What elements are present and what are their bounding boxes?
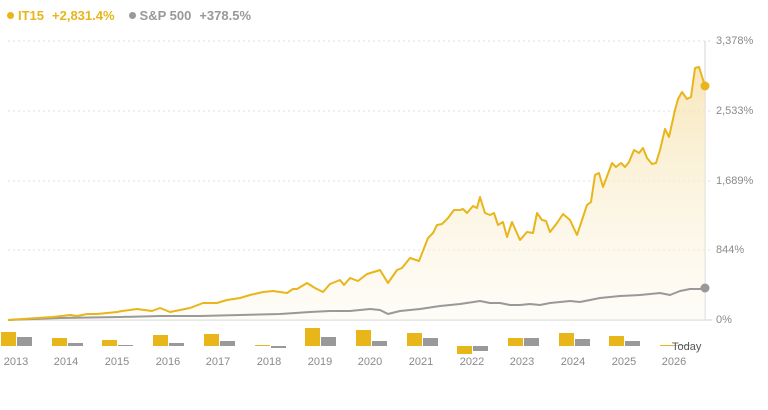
legend-item-sp500[interactable]: S&P 500 +378.5% [128, 8, 252, 23]
sp500-annual-bar[interactable] [524, 338, 539, 346]
it15-annual-bar[interactable] [1, 332, 16, 346]
it15-area [8, 67, 705, 320]
sp500-annual-bar[interactable] [321, 337, 337, 346]
sp500-annual-bar[interactable] [270, 346, 286, 348]
sp500-annual-bar[interactable] [371, 341, 387, 346]
sp500-annual-bar[interactable] [118, 345, 134, 346]
it15-annual-bar[interactable] [305, 328, 321, 346]
year-label: 2017 [205, 356, 231, 368]
it15-dot-icon [7, 12, 14, 19]
sp500-annual-bar[interactable] [625, 341, 641, 346]
it15-annual-bar[interactable] [203, 334, 219, 346]
year-label: 2015 [104, 356, 130, 368]
it15-annual-bar[interactable] [508, 338, 523, 346]
y-tick-label: 1,689% [716, 175, 754, 187]
year-label: 2023 [509, 356, 535, 368]
y-tick-label: 2,533% [716, 105, 754, 117]
year-label: 2013 [3, 356, 29, 368]
legend-name: S&P 500 [139, 8, 192, 23]
sp500-annual-bar[interactable] [422, 338, 438, 346]
sp500-annual-bar[interactable] [17, 337, 32, 346]
year-label: 2016 [155, 356, 181, 368]
it15-annual-bar[interactable] [254, 345, 270, 346]
y-tick-label: 3,378% [716, 35, 754, 47]
sp500-dot-icon [128, 12, 136, 19]
it15-annual-bar[interactable] [457, 346, 473, 354]
y-tick-label: 0% [716, 314, 732, 326]
year-label: 2019 [307, 356, 333, 368]
today-label: Today [672, 341, 702, 353]
it15-annual-bar[interactable] [355, 330, 371, 346]
year-label: 2014 [53, 356, 79, 368]
sp500-current-marker [700, 283, 710, 293]
it15-annual-bar[interactable] [153, 335, 169, 346]
legend-value: +378.5% [199, 8, 252, 23]
year-label: 2018 [256, 356, 282, 368]
legend-item-it15[interactable]: IT15 +2,831.4% [7, 8, 115, 23]
it15-line [7, 66, 706, 321]
it15-annual-bar[interactable] [406, 333, 422, 346]
legend-name: IT15 [18, 8, 45, 23]
y-tick-label: 844% [716, 244, 745, 256]
year-label: 2021 [408, 356, 434, 368]
it15-annual-bar[interactable] [51, 338, 67, 346]
year-label: 2024 [560, 356, 586, 368]
sp500-annual-bar[interactable] [676, 345, 692, 346]
sp500-annual-bar[interactable] [67, 343, 83, 346]
legend-value: +2,831.4% [52, 8, 115, 23]
sp500-line [7, 287, 706, 321]
it15-annual-bar[interactable] [660, 345, 676, 346]
sp500-annual-bar[interactable] [473, 346, 489, 351]
chart-legend: IT15 +2,831.4% S&P 500 +378.5% [7, 8, 265, 23]
sp500-annual-bar[interactable] [169, 343, 185, 346]
sp500-annual-bar[interactable] [219, 341, 235, 346]
it15-annual-bar[interactable] [609, 336, 625, 346]
it15-current-marker [700, 81, 710, 91]
year-label: 2020 [357, 356, 383, 368]
year-label: 2022 [459, 356, 485, 368]
it15-annual-bar[interactable] [558, 333, 574, 346]
year-label: 2026 [661, 356, 687, 368]
it15-annual-bar[interactable] [102, 340, 118, 346]
year-label: 2025 [611, 356, 637, 368]
sp500-annual-bar[interactable] [574, 339, 590, 346]
